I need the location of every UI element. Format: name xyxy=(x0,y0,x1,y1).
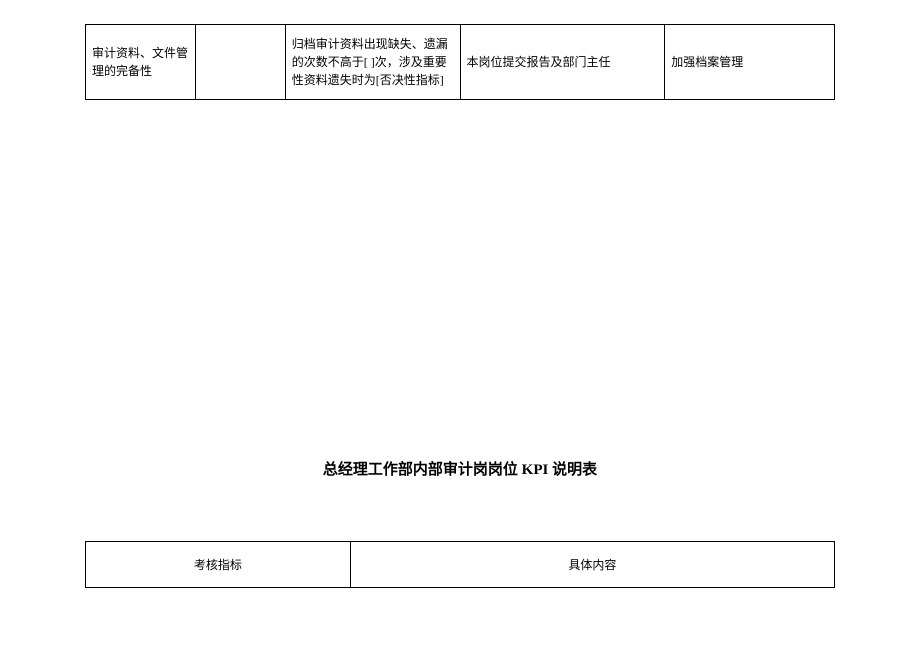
kpi-details-table: 审计资料、文件管理的完备性 归档审计资料出现缺失、遗漏的次数不高于[ ]次，涉及… xyxy=(85,24,835,100)
header-indicator: 考核指标 xyxy=(86,542,351,588)
cell-action: 加强档案管理 xyxy=(665,25,835,100)
header-content: 具体内容 xyxy=(350,542,834,588)
kpi-summary-table: 考核指标 具体内容 xyxy=(85,541,835,588)
table-header-row: 考核指标 具体内容 xyxy=(86,542,835,588)
cell-reporter: 本岗位提交报告及部门主任 xyxy=(460,25,665,100)
cell-empty xyxy=(195,25,285,100)
table-row: 审计资料、文件管理的完备性 归档审计资料出现缺失、遗漏的次数不高于[ ]次，涉及… xyxy=(86,25,835,100)
cell-description: 归档审计资料出现缺失、遗漏的次数不高于[ ]次，涉及重要性资料遗失时为[否决性指… xyxy=(285,25,460,100)
section-title: 总经理工作部内部审计岗岗位 KPI 说明表 xyxy=(0,458,920,479)
cell-indicator: 审计资料、文件管理的完备性 xyxy=(86,25,196,100)
